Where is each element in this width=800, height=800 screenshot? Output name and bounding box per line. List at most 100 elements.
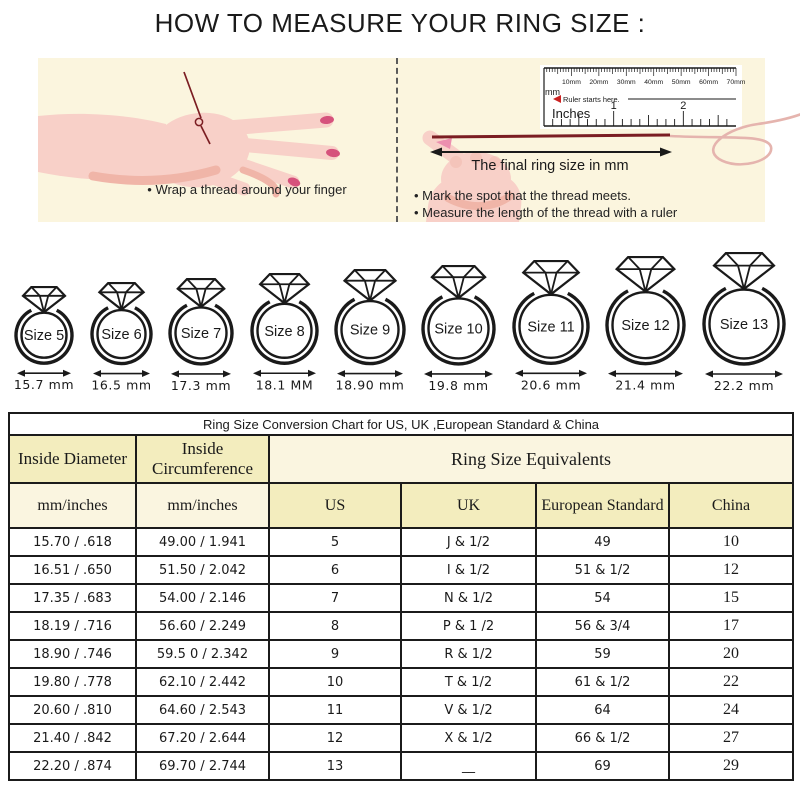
- page-title: HOW TO MEASURE YOUR RING SIZE :: [154, 8, 646, 38]
- subheader-diameter-units: mm/inches: [8, 482, 137, 529]
- mark-spot-icon: [436, 138, 452, 149]
- table-cell: 56 & 3/4: [535, 611, 670, 641]
- table-cell: R & 1/2: [400, 639, 537, 669]
- diamond-icon: [21, 286, 68, 314]
- table-cell: 64.60 / 2.543: [135, 695, 270, 725]
- ring-diameter-label: 17.3 mm: [171, 378, 231, 393]
- table-cell: 54: [535, 583, 670, 613]
- table-cell: 29: [667, 751, 795, 781]
- table-cell: 56.60 / 2.249: [135, 611, 270, 641]
- ring-size-label: Size 10: [435, 321, 483, 337]
- ring-size-label: Size 5: [24, 328, 64, 344]
- ring-figure: Size 6 16.5 mm: [90, 282, 153, 393]
- ring-band-outer: [168, 303, 234, 366]
- ring-figure: Size 7 17.3 mm: [168, 278, 234, 393]
- table-cell: 20.60 / .810: [8, 695, 137, 725]
- table-cell: 61 & 1/2: [535, 667, 670, 697]
- ring-size-label: Size 11: [527, 319, 574, 335]
- step-panel-right: 10mm 20mm 30mm 40mm 50mm 60mm 70mm mm Ruler st…: [396, 58, 800, 222]
- table-cell: __: [400, 751, 537, 781]
- subheader-us: US: [268, 482, 402, 529]
- table-cell: 54.00 / 2.146: [135, 583, 270, 613]
- ring-diameter-label: 20.6 mm: [521, 377, 581, 392]
- table-cell: 11: [268, 695, 402, 725]
- table-row: 19.80 / .778 62.10 / 2.442 10 T & 1/2 61 & 1…: [8, 667, 795, 697]
- table-row: 16.51 / .650 51.50 / 2.042 6 I & 1/2 51 & 1/…: [8, 555, 795, 585]
- table-title: Ring Size Conversion Chart for US, UK ,E…: [7, 412, 795, 436]
- ring-diameter-label: 18.90 mm: [335, 378, 404, 393]
- final-size-label: The final ring size in mm: [471, 158, 628, 174]
- table-cell: 15.70 / .618: [8, 527, 137, 557]
- subheader-china: China: [667, 482, 795, 529]
- ring-diameter-label: 18.1 MM: [255, 377, 313, 392]
- header-inside-circumference: Inside Circumference: [135, 434, 270, 484]
- table-cell: J & 1/2: [400, 527, 537, 557]
- table-cell: 7: [268, 583, 402, 613]
- ruler-mm-unit: mm: [545, 87, 560, 97]
- ruler-inch-ticks: [552, 111, 728, 126]
- header-ring-size-equivalents: Ring Size Equivalents: [267, 434, 795, 484]
- table-row: 20.60 / .810 64.60 / 2.543 11 V & 1/2 64 24: [8, 695, 795, 725]
- nail: [287, 177, 301, 187]
- ring-diameter-label: 21.4 mm: [615, 378, 675, 393]
- ring-band-outer: [421, 295, 497, 366]
- diamond-icon: [711, 252, 776, 291]
- diamond-icon: [342, 269, 398, 302]
- ring-band-outer: [512, 291, 590, 365]
- ruler-starts-here-label: Ruler starts here.: [563, 95, 620, 104]
- header-inside-diameter: Inside Diameter: [8, 434, 137, 484]
- table-cell: 69.70 / 2.744: [135, 751, 270, 781]
- table-cell: 18.90 / .746: [8, 639, 137, 669]
- step-caption-mark: • Mark the spot that the thread meets.: [414, 188, 631, 203]
- ruler-mm-label: 30mm: [617, 79, 636, 86]
- table-cell: 13: [268, 751, 402, 781]
- table-row: 21.40 / .842 67.20 / 2.644 12 X & 1/2 66 & 1…: [8, 723, 795, 753]
- final-size-arrow: [430, 147, 672, 157]
- table-title-row: Ring Size Conversion Chart for US, UK ,E…: [7, 412, 795, 436]
- table-cell: 49: [535, 527, 670, 557]
- measured-thread: [431, 133, 671, 139]
- table-cell: 17.35 / .683: [8, 583, 137, 613]
- thread-curl: [669, 113, 800, 166]
- table-cell: 59.5 0 / 2.342: [135, 639, 270, 669]
- ring-band-outer: [605, 289, 686, 366]
- table-cell: T & 1/2: [400, 667, 537, 697]
- table-row: 22.20 / .874 69.70 / 2.744 13 __ 69 29: [8, 751, 795, 781]
- ring-diameter-label: 19.8 mm: [429, 378, 489, 393]
- ring-size-label: Size 8: [264, 324, 304, 340]
- table-cell: 10: [667, 527, 795, 557]
- ruler-start-marker-icon: [553, 95, 561, 103]
- ring-diameter-label: 22.2 mm: [713, 378, 773, 393]
- ruler-mm-label: 20mm: [589, 79, 608, 86]
- table-cell: 22: [667, 667, 795, 697]
- table-cell: 21.40 / .842: [8, 723, 137, 753]
- ring-figure: Size 10 19.8 mm: [421, 265, 497, 393]
- hand-thread-illustration: [38, 71, 340, 198]
- table-cell: 62.10 / 2.442: [135, 667, 270, 697]
- step-panel-left: • Wrap a thread around your finger: [38, 58, 396, 222]
- subheader-european-standard: European Standard: [535, 482, 670, 529]
- rings-row: Size 5 15.7 mm Size 6 16.5 mm Size 7 17.3 mm S…: [0, 252, 800, 396]
- table-cell: 12: [667, 555, 795, 585]
- table-cell: 22.20 / .874: [8, 751, 137, 781]
- table-cell: I & 1/2: [400, 555, 537, 585]
- diamond-icon: [521, 260, 581, 296]
- ring-figure: Size 11 20.6 mm: [512, 260, 590, 392]
- ring-size-label: Size 7: [181, 326, 221, 342]
- table-cell: 51.50 / 2.042: [135, 555, 270, 585]
- table-cell: 10: [268, 667, 402, 697]
- ring-diameter-label: 15.7 mm: [14, 377, 74, 392]
- ring-diameter-label: 16.5 mm: [91, 378, 151, 393]
- table-cell: N & 1/2: [400, 583, 537, 613]
- pointing-hand: [422, 130, 522, 222]
- subheader-circumference-units: mm/inches: [135, 482, 270, 529]
- table-cell: 17: [667, 611, 795, 641]
- thread: [183, 71, 211, 145]
- table-cell: 15: [667, 583, 795, 613]
- table-cell: 12: [268, 723, 402, 753]
- ruler-mm-ticks: [546, 68, 737, 76]
- ruler-mm-label: 40mm: [644, 79, 663, 86]
- table-cell: 27: [667, 723, 795, 753]
- ruler-inch-number: 2: [680, 100, 686, 112]
- table-cell: V & 1/2: [400, 695, 537, 725]
